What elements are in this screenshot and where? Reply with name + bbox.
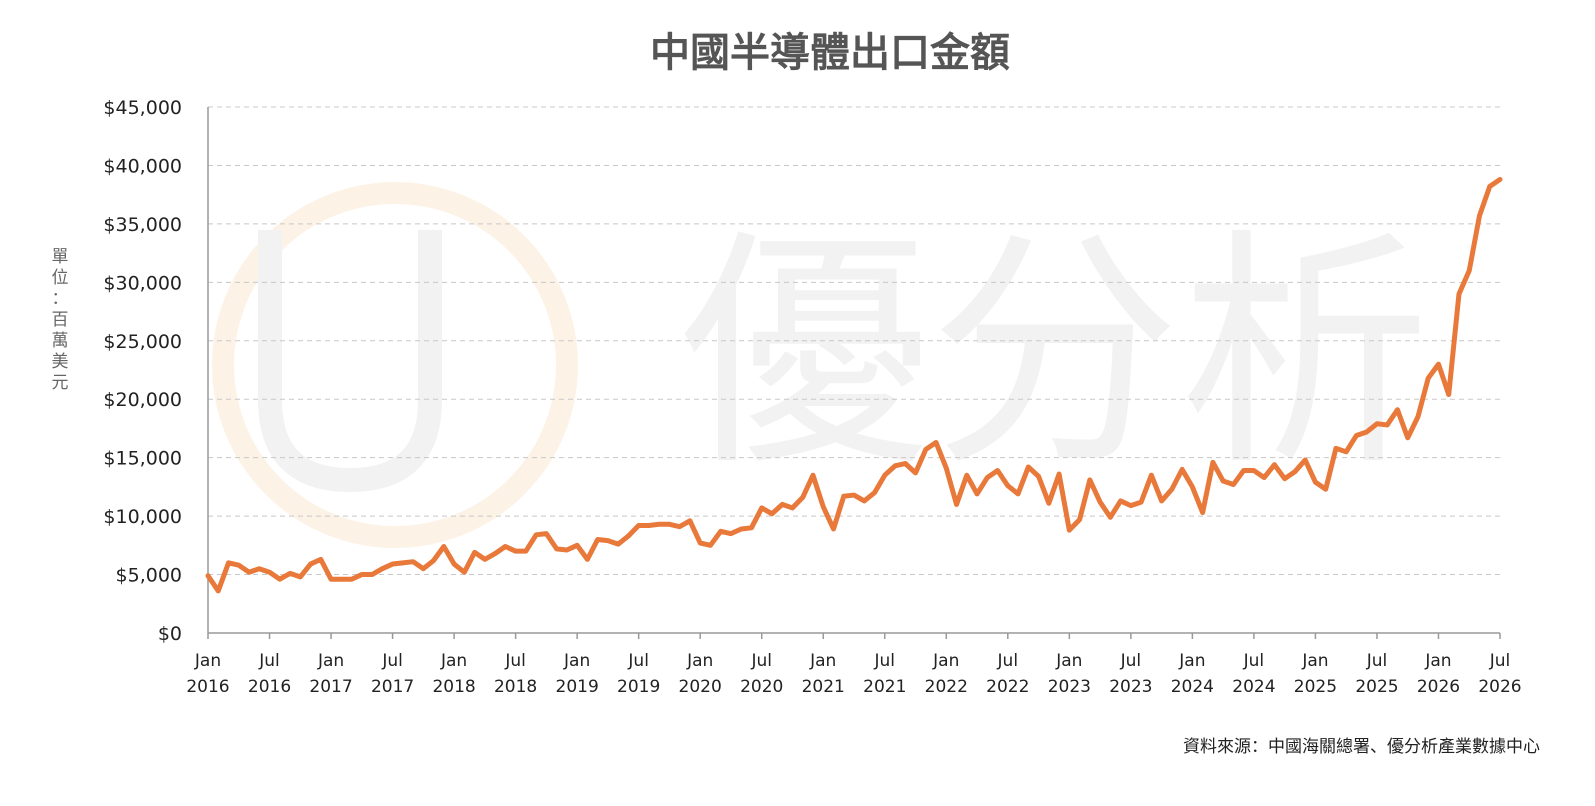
x-tick-label-month: Jan (1424, 651, 1451, 671)
x-tick-label-year: 2019 (617, 677, 660, 697)
x-tick-label-year: 2025 (1294, 677, 1337, 697)
y-axis-ticks: $0 $5,000 $10,000 $15,000 $20,000 $25,000 $30,… (103, 97, 182, 645)
x-tick-label-year: 2017 (371, 677, 414, 697)
y-tick-label: $30,000 (103, 272, 182, 294)
x-tick-label-year: 2020 (679, 677, 722, 697)
series (205, 176, 1503, 594)
x-tick-label-year: 2023 (1109, 677, 1152, 697)
y-tick-label: $25,000 (103, 331, 182, 353)
x-tick-label-month: Jul (381, 651, 403, 671)
watermark-logo (212, 182, 578, 548)
x-tick-label-year: 2020 (740, 677, 783, 697)
x-tick-label-month: Jan (317, 651, 344, 671)
x-tick-label-year: 2026 (1478, 677, 1521, 697)
y-tick-label: $40,000 (103, 155, 182, 177)
x-tick-label-month: Jul (1243, 651, 1265, 671)
x-tick-label-year: 2022 (925, 677, 968, 697)
x-tick-label-month: Jan (440, 651, 467, 671)
x-tick-label-month: Jul (997, 651, 1019, 671)
x-tick-label-year: 2026 (1417, 677, 1460, 697)
x-tick-label-year: 2025 (1355, 677, 1398, 697)
x-tick-label-month: Jan (1301, 651, 1328, 671)
y-tick-label: $10,000 (103, 506, 182, 528)
x-tick-label-year: 2018 (432, 677, 475, 697)
x-tick-label-month: Jul (627, 651, 649, 671)
y-tick-label: $0 (158, 623, 182, 645)
x-tick-label-month: Jan (194, 651, 221, 671)
axes (207, 107, 1500, 634)
x-tick-label-year: 2022 (986, 677, 1029, 697)
x-tick-label-month: Jan (686, 651, 713, 671)
source-note: 資料來源：中國海關總署、優分析產業數據中心 (1183, 737, 1540, 757)
x-tick-label-year: 2016 (186, 677, 229, 697)
x-tick-label-month: Jul (258, 651, 280, 671)
x-axis-ticks: Jan 2016 Jul 2016 Jan 2017 Jul 2017 Jan 2018 Jul 20… (186, 633, 1522, 697)
x-tick-label-year: 2024 (1232, 677, 1275, 697)
y-axis-label: 單位：百萬美元 (52, 247, 69, 393)
series-line (205, 176, 1503, 594)
x-tick-label-year: 2024 (1171, 677, 1214, 697)
x-tick-label-year: 2023 (1048, 677, 1091, 697)
x-tick-label-month: Jan (932, 651, 959, 671)
x-tick-label-month: Jul (750, 651, 772, 671)
x-tick-label-year: 2021 (863, 677, 906, 697)
x-tick-label-month: Jul (874, 651, 896, 671)
x-tick-label-month: Jan (1178, 651, 1205, 671)
watermark: 優分析 (212, 182, 1430, 548)
x-tick-label-month: Jan (563, 651, 590, 671)
x-tick-label-year: 2018 (494, 677, 537, 697)
x-tick-label-month: Jul (1366, 651, 1388, 671)
y-tick-label: $45,000 (103, 97, 182, 119)
x-tick-label-month: Jul (1489, 651, 1511, 671)
x-tick-label-month: Jan (809, 651, 836, 671)
x-tick-label-year: 2019 (556, 677, 599, 697)
x-tick-label-month: Jan (1055, 651, 1082, 671)
x-tick-label-year: 2021 (802, 677, 845, 697)
x-tick-label-month: Jul (504, 651, 526, 671)
x-tick-label-month: Jul (1120, 651, 1142, 671)
chart-title: 中國半導體出口金額 (650, 30, 1010, 76)
y-tick-label: $20,000 (103, 389, 182, 411)
watermark-text: 優分析 (680, 208, 1430, 499)
y-tick-label: $35,000 (103, 214, 182, 236)
y-tick-label: $15,000 (103, 448, 182, 470)
x-tick-label-year: 2017 (309, 677, 352, 697)
x-tick-label-year: 2016 (248, 677, 291, 697)
y-tick-label: $5,000 (116, 565, 182, 587)
